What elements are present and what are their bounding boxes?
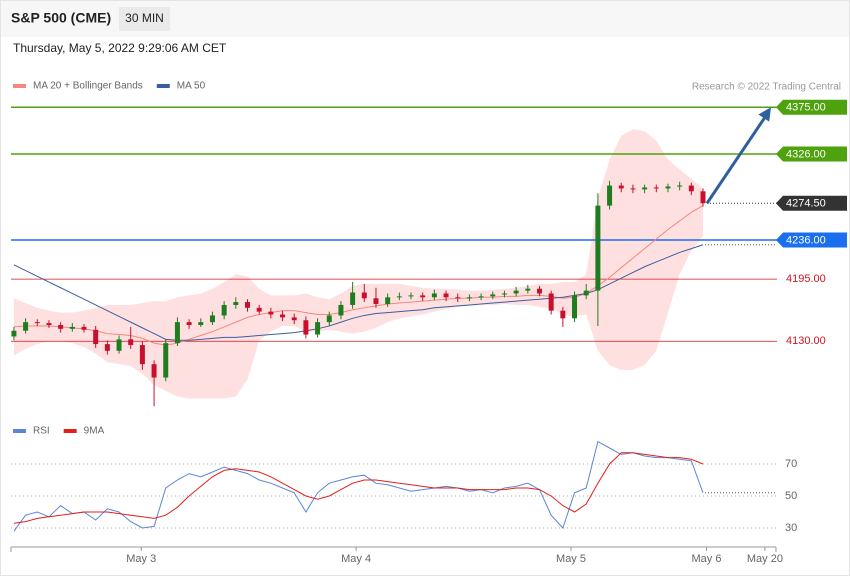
candle-body — [280, 314, 286, 318]
candle-body — [466, 297, 472, 299]
x-tick-label: May 20 — [747, 553, 783, 565]
candle-body — [630, 188, 636, 190]
interval-box — [119, 7, 170, 31]
candle-body — [408, 295, 414, 297]
candle-body — [139, 345, 145, 365]
projection-arrow — [705, 113, 769, 205]
candle-body — [233, 302, 239, 305]
legend-swatch — [63, 429, 77, 433]
timestamp: Thursday, May 5, 2022 9:29:06 AM CET — [13, 41, 227, 55]
bollinger-band — [13, 129, 704, 399]
level-label: 4274.50 — [786, 198, 826, 210]
candle-body — [373, 298, 379, 304]
candle-body — [209, 315, 215, 323]
x-tick-label: May 6 — [692, 553, 722, 565]
candle-body — [46, 323, 52, 325]
legend-swatch — [13, 84, 26, 88]
y-tick-label: 30 — [785, 522, 797, 534]
candle-body — [536, 288, 542, 294]
x-tick-label: May 4 — [341, 553, 371, 565]
level-label: 4375.00 — [786, 102, 826, 114]
candle-body — [431, 293, 437, 298]
candle-body — [525, 288, 531, 291]
projection-arrow-head — [758, 107, 771, 122]
candle-body — [583, 290, 589, 296]
x-tick-label: May 5 — [556, 553, 586, 565]
legend-swatch — [156, 84, 170, 88]
level-label-box — [776, 232, 847, 248]
candle-body — [34, 322, 40, 324]
legend-swatch — [13, 429, 26, 433]
candle-body — [268, 311, 274, 315]
candle-body — [174, 322, 180, 344]
candle-body — [245, 302, 251, 308]
candle-body — [128, 339, 134, 346]
y-tick-label: 70 — [785, 458, 797, 470]
candle-body — [688, 185, 694, 192]
candle-body — [490, 294, 496, 297]
candle-body — [221, 304, 227, 316]
candle-body — [618, 185, 624, 189]
candle-body — [151, 364, 157, 378]
candle-body — [665, 186, 671, 189]
rsi-line — [13, 440, 704, 532]
interval: 30 MIN — [125, 11, 164, 25]
candle-body — [58, 325, 64, 329]
credit: Research © 2022 Trading Central — [692, 82, 841, 93]
legend-label: MA 20 + Bollinger Bands — [33, 81, 143, 92]
candle-body — [700, 191, 706, 204]
candle-body — [291, 317, 297, 321]
candle-body — [653, 187, 659, 189]
candle-body — [350, 292, 356, 305]
level-label-box — [776, 99, 847, 115]
candle-body — [501, 293, 507, 295]
candle-body — [11, 330, 17, 337]
candle-body — [315, 322, 321, 335]
candle-body — [572, 295, 578, 319]
candle-body — [116, 339, 122, 351]
candle-body — [198, 322, 204, 325]
candle-body — [81, 326, 87, 330]
level-label: 4236.00 — [786, 234, 826, 246]
candle-body — [303, 320, 309, 335]
candle-body — [607, 185, 613, 206]
candle-body — [396, 296, 402, 298]
candle-body — [513, 290, 519, 294]
level-label: 4130.00 — [786, 335, 826, 347]
legend-label: MA 50 — [177, 81, 206, 92]
level-label-box — [776, 195, 847, 211]
y-tick-label: 50 — [785, 490, 797, 502]
level-label-box — [776, 146, 847, 162]
candle-body — [560, 310, 566, 319]
candle-body — [163, 343, 169, 378]
candle-body — [548, 293, 554, 311]
candle-body — [23, 322, 29, 331]
candle-body — [104, 344, 110, 351]
candle-body — [595, 205, 601, 291]
legend-label: 9MA — [84, 426, 105, 437]
candle-body — [256, 307, 262, 312]
legend-label: RSI — [33, 426, 50, 437]
level-label: 4195.00 — [786, 273, 826, 285]
candle-body — [642, 187, 648, 190]
candle-body — [420, 295, 426, 298]
candle-body — [326, 315, 332, 323]
x-tick-label: May 3 — [126, 553, 156, 565]
candle-body — [478, 296, 484, 298]
candle-body — [443, 293, 449, 298]
candle-body — [69, 326, 75, 329]
candle-body — [361, 292, 367, 299]
title: S&P 500 (CME) — [11, 10, 111, 26]
candle-body — [455, 297, 461, 299]
candle-body — [677, 185, 683, 187]
candle-body — [93, 329, 99, 345]
candle-body — [338, 304, 344, 316]
level-label: 4326.00 — [786, 148, 826, 160]
candle-body — [385, 297, 391, 304]
rsi-line — [13, 452, 704, 524]
candle-body — [186, 322, 192, 325]
